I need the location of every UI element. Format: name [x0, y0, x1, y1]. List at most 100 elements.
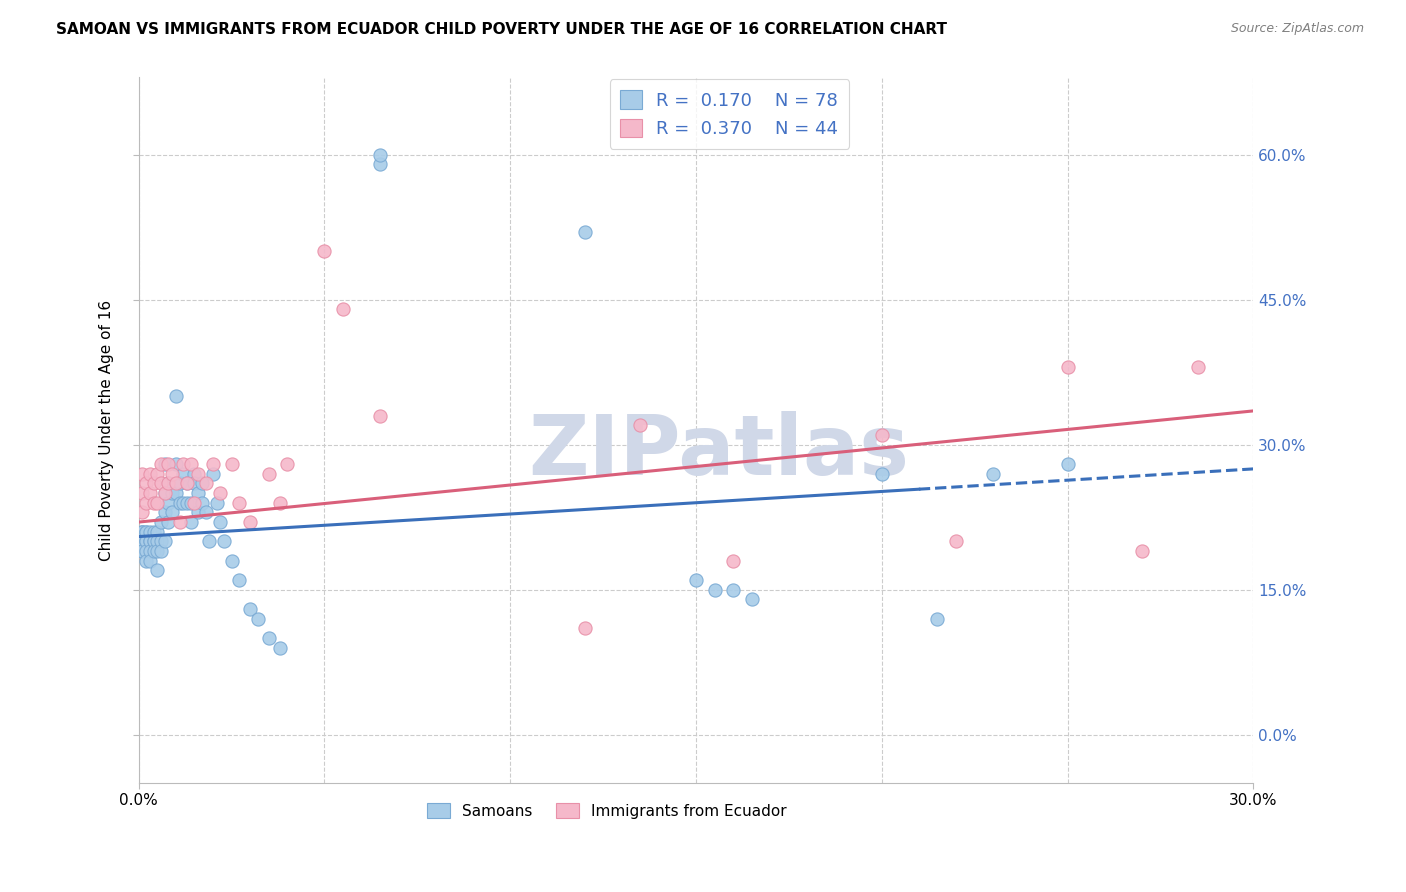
Point — [146, 467, 169, 481]
Text: ZIPatlas: ZIPatlas — [527, 411, 908, 491]
Point — [169, 496, 191, 510]
Point — [157, 496, 180, 510]
Point — [149, 457, 172, 471]
Point — [135, 476, 157, 491]
Point — [135, 554, 157, 568]
Point — [685, 573, 707, 587]
Point — [183, 496, 205, 510]
Point — [201, 457, 224, 471]
Point — [157, 515, 180, 529]
Point — [981, 467, 1004, 481]
Point — [221, 457, 243, 471]
Point — [628, 418, 651, 433]
Point — [131, 534, 153, 549]
Point — [194, 476, 217, 491]
Point — [721, 582, 744, 597]
Point — [246, 612, 269, 626]
Point — [187, 467, 209, 481]
Point — [153, 486, 176, 500]
Point — [135, 534, 157, 549]
Point — [146, 563, 169, 577]
Point — [172, 467, 194, 481]
Point — [135, 496, 157, 510]
Point — [135, 524, 157, 539]
Point — [131, 544, 153, 558]
Point — [269, 496, 291, 510]
Point — [139, 486, 162, 500]
Legend: Samoans, Immigrants from Ecuador: Samoans, Immigrants from Ecuador — [420, 797, 793, 825]
Point — [191, 476, 214, 491]
Point — [146, 524, 169, 539]
Point — [239, 515, 262, 529]
Y-axis label: Child Poverty Under the Age of 16: Child Poverty Under the Age of 16 — [100, 300, 114, 561]
Point — [131, 524, 153, 539]
Point — [135, 524, 157, 539]
Point — [165, 389, 187, 403]
Point — [131, 524, 153, 539]
Point — [180, 457, 202, 471]
Point — [131, 505, 153, 519]
Point — [1187, 360, 1209, 375]
Point — [198, 534, 221, 549]
Point — [183, 467, 205, 481]
Point — [176, 476, 198, 491]
Point — [142, 524, 165, 539]
Point — [1130, 544, 1153, 558]
Point — [221, 554, 243, 568]
Point — [721, 554, 744, 568]
Point — [142, 476, 165, 491]
Point — [157, 457, 180, 471]
Point — [139, 554, 162, 568]
Point — [157, 476, 180, 491]
Point — [187, 505, 209, 519]
Point — [176, 496, 198, 510]
Point — [131, 486, 153, 500]
Point — [165, 476, 187, 491]
Point — [187, 486, 209, 500]
Point — [153, 486, 176, 500]
Point — [870, 467, 893, 481]
Point — [169, 515, 191, 529]
Point — [146, 534, 169, 549]
Point — [160, 505, 183, 519]
Point — [142, 534, 165, 549]
Point — [945, 534, 967, 549]
Point — [142, 496, 165, 510]
Point — [574, 621, 596, 635]
Point — [131, 544, 153, 558]
Point — [228, 573, 250, 587]
Point — [209, 486, 232, 500]
Point — [201, 467, 224, 481]
Point — [149, 534, 172, 549]
Point — [194, 505, 217, 519]
Point — [368, 148, 391, 162]
Point — [172, 457, 194, 471]
Point — [169, 476, 191, 491]
Point — [153, 505, 176, 519]
Point — [139, 534, 162, 549]
Point — [703, 582, 725, 597]
Point — [149, 476, 172, 491]
Point — [332, 302, 354, 317]
Point — [191, 496, 214, 510]
Point — [1056, 360, 1078, 375]
Point — [239, 602, 262, 616]
Point — [183, 476, 205, 491]
Text: SAMOAN VS IMMIGRANTS FROM ECUADOR CHILD POVERTY UNDER THE AGE OF 16 CORRELATION : SAMOAN VS IMMIGRANTS FROM ECUADOR CHILD … — [56, 22, 948, 37]
Point — [741, 592, 763, 607]
Point — [257, 467, 280, 481]
Point — [146, 544, 169, 558]
Point — [139, 534, 162, 549]
Point — [269, 640, 291, 655]
Point — [209, 515, 232, 529]
Point — [149, 544, 172, 558]
Point — [153, 457, 176, 471]
Point — [165, 486, 187, 500]
Point — [574, 225, 596, 239]
Point — [176, 476, 198, 491]
Point — [172, 496, 194, 510]
Point — [135, 534, 157, 549]
Point — [165, 457, 187, 471]
Point — [139, 544, 162, 558]
Point — [139, 524, 162, 539]
